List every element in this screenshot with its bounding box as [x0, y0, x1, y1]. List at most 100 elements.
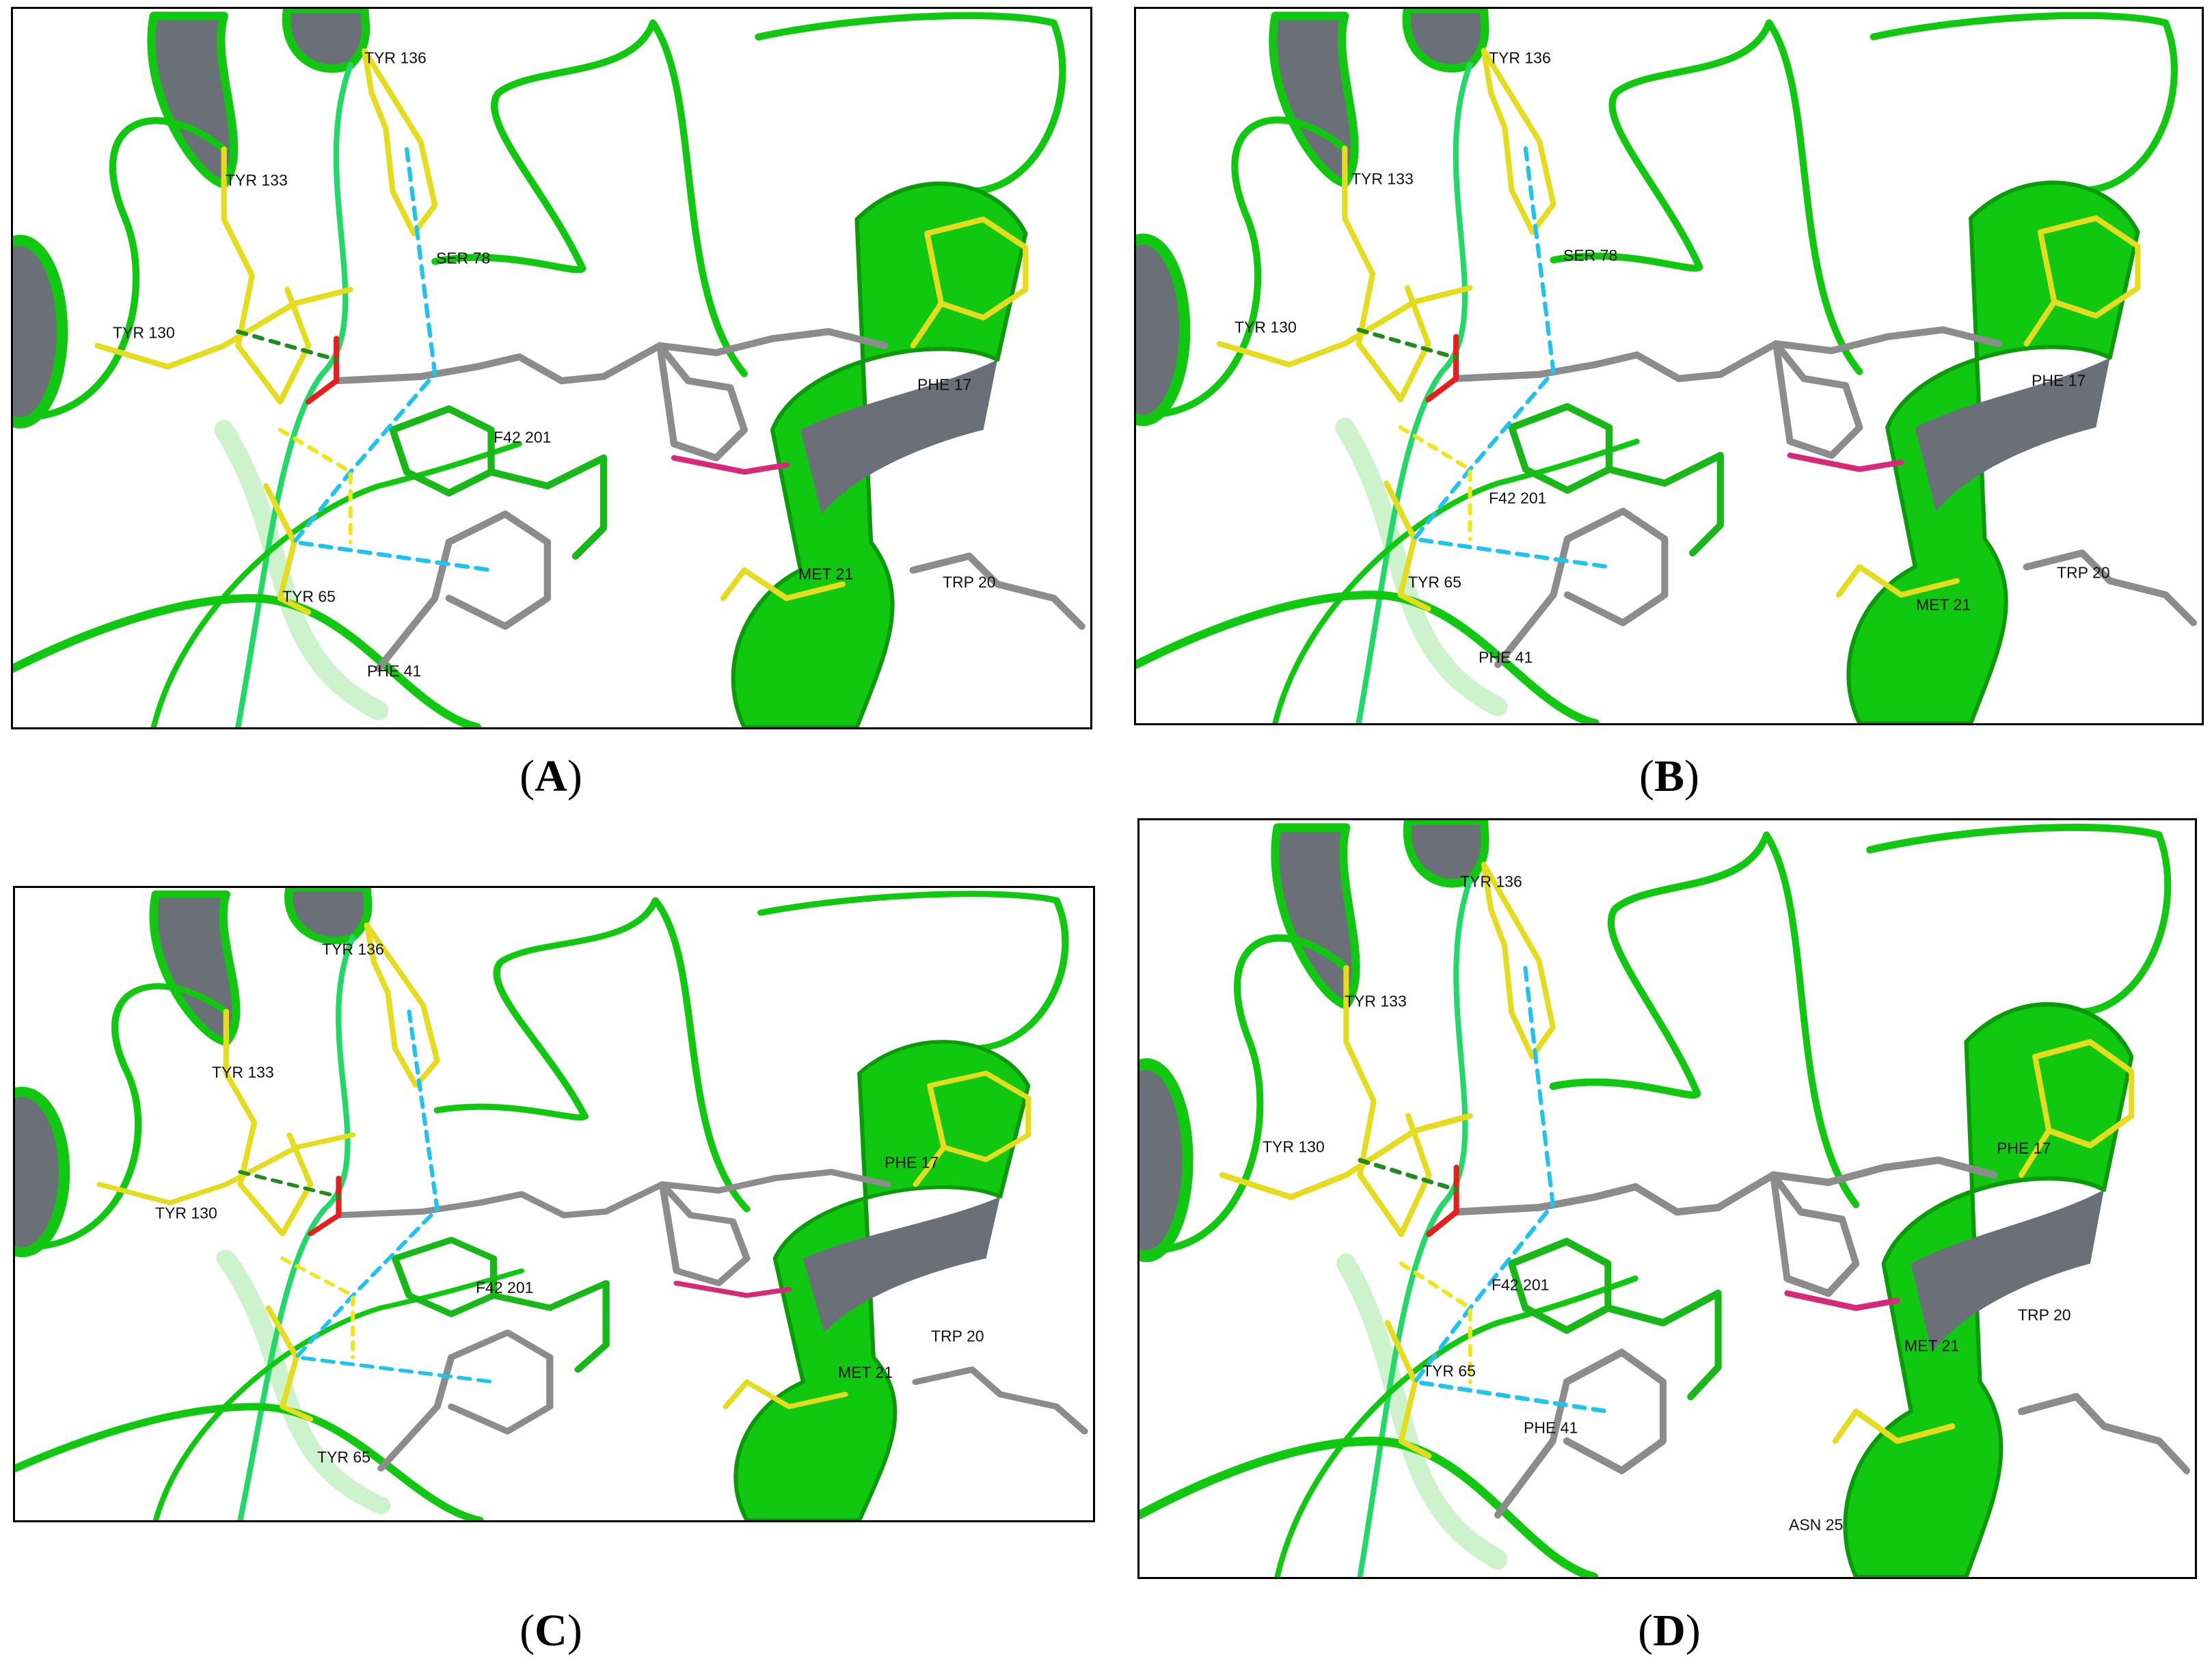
hbond-line: [280, 1256, 355, 1360]
residue-label: MET 21: [1916, 595, 1971, 614]
loop-ribbon: [1136, 591, 1600, 723]
residue-label: TYR 65: [1408, 573, 1461, 591]
residue-label: TYR 130: [155, 1204, 217, 1222]
ligand-ring: [1772, 340, 1863, 459]
tyr65-side-chain: [263, 483, 312, 615]
residue-label: TRP 20: [931, 1327, 984, 1345]
residue-label: TYR 130: [1235, 318, 1297, 336]
residue-label: PHE 41: [1479, 648, 1533, 666]
tyr65-side-chain: [1384, 1319, 1432, 1459]
loop-ribbon-faint: [1336, 1253, 1508, 1570]
residue-label: TYR 133: [226, 171, 288, 189]
residue-label: TRP 20: [2057, 563, 2110, 582]
phe41-side-chain: [377, 1329, 554, 1472]
residue-label: PHE 17: [1997, 1139, 2051, 1157]
residue-label: TYR 130: [113, 323, 175, 342]
loop-ribbon: [40, 983, 230, 1250]
phosphate-link: [673, 1280, 792, 1298]
met21-side-chain: [1835, 564, 1960, 598]
tyr133-side-chain: [221, 146, 312, 405]
phosphate-link: [671, 455, 790, 475]
loop-ribbon-faint: [1335, 418, 1508, 716]
residue-label: TYR 133: [212, 1063, 274, 1081]
helix-left-edge: [1136, 233, 1191, 427]
residue-label: MET 21: [798, 565, 854, 583]
tyr130-side-chain: [94, 286, 353, 370]
nitro-group: [1425, 334, 1459, 403]
residue-label: SER 78: [1563, 246, 1618, 265]
tyr65-side-chain: [1384, 480, 1431, 612]
loop-ribbon-faint: [216, 1250, 391, 1514]
residue-label: PHE 17: [917, 375, 972, 394]
tyr130-side-chain: [96, 1132, 356, 1206]
loop-ribbon: [755, 12, 1066, 195]
loop-ribbon: [1272, 438, 1640, 723]
tyr136-side-chain: [362, 48, 438, 237]
panel-a: [11, 7, 1092, 729]
hbond-line: [1398, 425, 1472, 541]
loop-ribbon: [431, 19, 748, 377]
helix-left-edge: [13, 234, 68, 429]
panel-d: [1137, 818, 2197, 1579]
loop-ribbon-faint: [214, 420, 389, 720]
loop-ribbon: [1870, 12, 2178, 194]
trp20-side-chain: [2017, 1392, 2190, 1474]
tyr65-side-chain: [265, 1305, 314, 1422]
loop-ribbon: [38, 117, 228, 420]
residue-label: ASN 25: [1789, 1515, 1844, 1534]
helix-top: [1402, 9, 1489, 72]
loop-ribbon: [237, 934, 356, 1520]
residue-label: MET 21: [1904, 1336, 1960, 1355]
residue-label: TRP 20: [2018, 1306, 2071, 1324]
met21-side-chain: [720, 567, 846, 602]
caption-a: (A): [520, 751, 582, 801]
phe17-side-chain: [2018, 1038, 2135, 1178]
loop-ribbon: [433, 897, 751, 1213]
loop-ribbon: [1549, 831, 1860, 1209]
tyr136-side-chain: [1481, 48, 1556, 235]
nitro-group: [1426, 1164, 1459, 1237]
hbond-line: [1399, 1261, 1472, 1384]
loop-ribbon: [1550, 19, 1863, 375]
loop-ribbon: [15, 1403, 484, 1520]
tyr133-side-chain: [1343, 965, 1432, 1237]
docking-render-b: [1136, 9, 2197, 723]
docking-render-d: [1139, 820, 2190, 1577]
tyr136-side-chain: [364, 922, 440, 1088]
residue-label: TRP 20: [943, 573, 996, 591]
fad-ligand-ring: [391, 1237, 610, 1373]
residue-label: SER 78: [436, 249, 491, 267]
panel-b: [1134, 7, 2204, 725]
helix-top: [1403, 820, 1489, 888]
ligand-label: F42 201: [476, 1278, 534, 1297]
loop-ribbon: [1357, 876, 1473, 1577]
tyr133-side-chain: [1342, 146, 1431, 403]
pi-interaction-line: [1412, 146, 1612, 569]
met21-side-chain: [1832, 1408, 1956, 1444]
residue-label: PHE 41: [367, 662, 422, 680]
loop-ribbon: [150, 441, 522, 727]
helix-right-inner: [802, 1196, 1001, 1333]
phe17-side-chain: [910, 216, 1029, 349]
residue-label: PHE 17: [2032, 371, 2086, 390]
panel-c: [13, 886, 1095, 1522]
halogen-bond-line: [1358, 1158, 1459, 1192]
helix-right-inner: [1915, 358, 2110, 511]
nitro-group: [308, 1175, 342, 1237]
hbond-line: [278, 427, 353, 545]
loop-ribbon: [152, 1268, 525, 1520]
residue-label: TYR 133: [1345, 992, 1407, 1010]
tyr133-side-chain: [223, 1009, 314, 1237]
loop-ribbon: [1274, 1275, 1638, 1577]
trp20-side-chain: [912, 1366, 1088, 1435]
halogen-bond-line: [236, 329, 339, 362]
loop-ribbon: [235, 62, 353, 727]
helix-top: [284, 888, 373, 945]
helix-top: [282, 9, 370, 73]
residue-label: TYR 136: [1460, 872, 1522, 891]
trp20-side-chain: [909, 552, 1085, 630]
ligand-label: F42 201: [494, 428, 552, 446]
helix-left-edge: [1139, 1058, 1193, 1263]
caption-d: (D): [1638, 1606, 1701, 1656]
phe17-side-chain: [913, 1070, 1031, 1187]
